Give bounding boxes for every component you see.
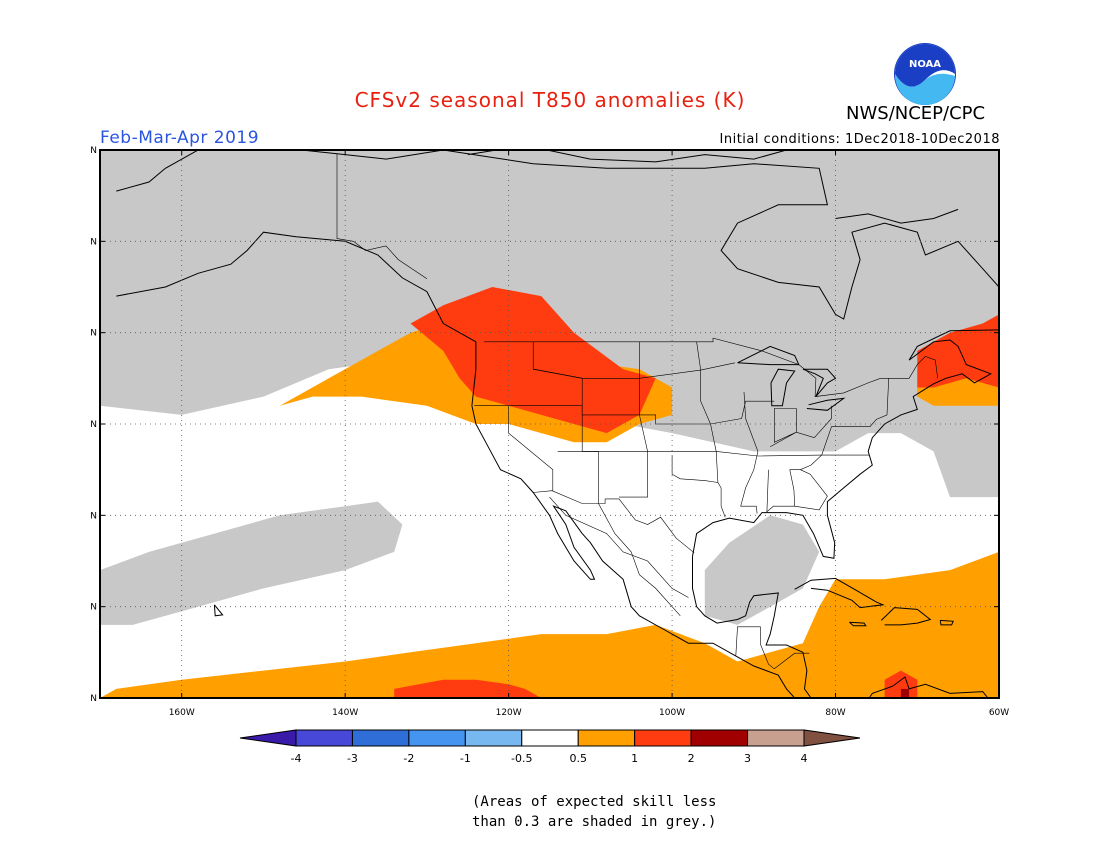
colorbar-label: -3	[347, 752, 358, 765]
colorbar-box	[351, 729, 410, 747]
lat-tick-label: 30N	[90, 511, 97, 521]
initial-conditions: Initial conditions: 1Dec2018-10Dec2018	[719, 132, 1000, 147]
coastline-mexico-east	[692, 556, 812, 698]
state-line-37n	[557, 451, 870, 457]
colorbar-box	[690, 729, 749, 747]
arctic-islands	[467, 150, 787, 163]
mexico-states-2	[598, 503, 681, 617]
lat-tick-label: 60N	[90, 237, 97, 247]
footnote-line-2: than 0.3 are shaded in grey.)	[472, 814, 717, 830]
lat-tick-label: 10N	[90, 694, 97, 704]
lon-tick-label: 140W	[332, 708, 358, 718]
colorbar-label: -4	[291, 752, 302, 765]
colorbar-box	[577, 729, 636, 747]
great-lake-michigan	[770, 368, 796, 407]
noaa-logo-icon: NOAA	[894, 43, 956, 106]
colorbar-label: -2	[403, 752, 414, 765]
lat-tick-label: 50N	[90, 329, 97, 339]
coastline-pacific	[116, 231, 796, 698]
border-alaska-canada	[336, 153, 428, 280]
border-us-canada	[484, 337, 938, 397]
lat-tick-label: 70N	[90, 146, 97, 156]
anomaly-darkred-caribbean	[900, 688, 910, 698]
forecast-period: Feb-Mar-Apr 2019	[100, 128, 260, 148]
colorbar-box	[521, 729, 579, 747]
colorbar-label: 0.5	[569, 752, 587, 765]
anomaly-map: 70N 60N 50N 40N 30N 20N 10N 160W 140W 120W 100W 80W…	[90, 146, 1020, 718]
state-line-east	[766, 378, 889, 513]
coastline-venezuela	[868, 676, 989, 698]
colorbar-box	[747, 729, 805, 747]
colorbar-box	[408, 729, 466, 747]
coastline-gulf	[692, 329, 999, 559]
colorbar-box	[295, 729, 353, 747]
great-lake-erie	[806, 397, 846, 411]
great-lake-huron	[802, 368, 837, 397]
lon-tick-label: 100W	[659, 708, 685, 718]
skill-footnote: (Areas of expected skill less than 0.3 a…	[472, 792, 716, 832]
lat-tick-label: 40N	[90, 420, 97, 430]
lon-tick-label: 80W	[825, 708, 845, 718]
state-line-southeast	[794, 469, 828, 511]
coastline-puerto-rico	[939, 619, 954, 626]
agency-label: NWS/NCEP/CPC	[846, 103, 986, 124]
colorbar-arrow-left	[239, 729, 297, 747]
state-lines-west	[508, 405, 554, 491]
anomaly-red-caribbean	[884, 670, 918, 698]
coastline-hispaniola	[880, 607, 932, 626]
lon-tick-label: 160W	[169, 708, 195, 718]
colorbar-box	[464, 729, 523, 747]
anomaly-orange-pacific	[100, 551, 999, 698]
coastline-newfoundland	[1003, 319, 1020, 362]
border-us-mexico	[533, 490, 695, 554]
lat-tick-label: 20N	[90, 603, 97, 613]
colorbar-box	[634, 729, 692, 747]
colorbar: -4 -3 -2 -1 -0.5 0.5 1 2 3 4	[239, 729, 861, 765]
state-line-49-meridians	[532, 341, 599, 504]
footnote-line-1: (Areas of expected skill less	[472, 794, 717, 810]
border-guatemala	[735, 626, 761, 657]
colorbar-label: 2	[688, 752, 695, 765]
chart-title-text: CFSv2 seasonal T850 anomalies (K)	[354, 88, 746, 112]
coastline-alaska	[116, 150, 999, 320]
hudson-bay-islands	[835, 208, 959, 224]
coastline-jamaica	[849, 621, 867, 627]
skill-grey-subtropical-band	[100, 501, 403, 625]
colorbar-label: 3	[744, 752, 751, 765]
coastline-cuba	[794, 577, 885, 609]
mexico-states	[549, 496, 689, 598]
colorbar-label: -0.5	[511, 752, 532, 765]
logo-text: NOAA	[909, 59, 941, 70]
chart-title: CFSv2 seasonal T850 anomalies (K)	[0, 88, 1100, 112]
colorbar-label: -1	[460, 752, 471, 765]
coastline-hawaii	[213, 604, 224, 617]
colorbar-label: 4	[801, 752, 808, 765]
state-line-97w	[696, 341, 726, 518]
state-line-100w	[671, 456, 718, 483]
state-line-mississippi	[740, 391, 759, 514]
lon-tick-label: 120W	[496, 708, 522, 718]
colorbar-label: 1	[631, 752, 638, 765]
lon-tick-label: 60W	[989, 708, 1009, 718]
state-line-ohio	[770, 405, 832, 448]
colorbar-arrow-right	[803, 729, 861, 747]
state-line-104w	[619, 341, 648, 498]
anomaly-red-pacific	[394, 679, 542, 698]
skill-grey-gulf	[704, 515, 820, 625]
great-lake-superior	[737, 345, 800, 366]
border-central-america	[760, 643, 810, 670]
